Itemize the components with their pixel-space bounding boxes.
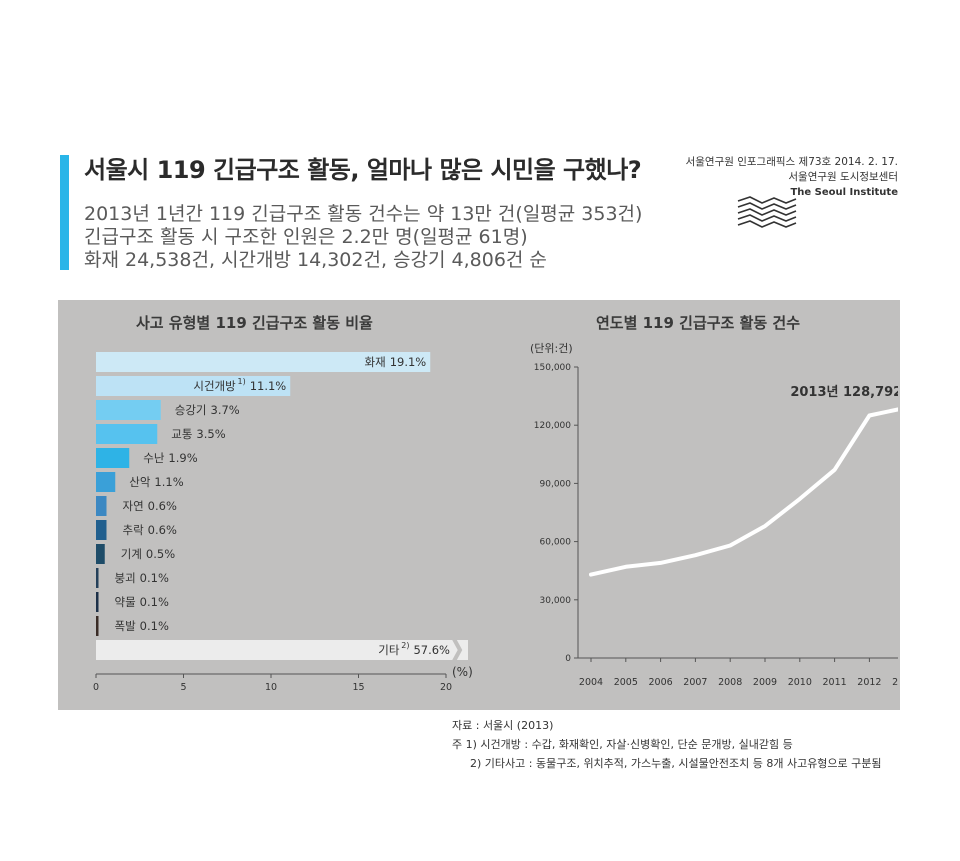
bar-category-label: 교통 [171,427,192,441]
line-y-tick-label: 0 [565,654,571,664]
source-note: 자료 : 서울시 (2013) [452,719,554,732]
bar-category-label: 자연 [123,499,144,513]
bar-value-label: 3.7% [211,403,240,417]
subtitle: 2013년 1년간 119 긴급구조 활동 건수는 약 13만 건(일평균 35… [84,203,642,272]
line-x-tick-label: 2010 [788,677,812,688]
bar [96,520,107,540]
subtitle-line-3: 화재 24,538건, 시간개방 14,302건, 승강기 4,806건 순 [84,249,547,271]
footnote-1: 주 1) 시건개방 : 수갑, 화재확인, 자살·신병확인, 단순 문개방, 실… [452,738,793,751]
line-y-tick-label: 30,000 [540,596,572,606]
subtitle-line-1: 2013년 1년간 119 긴급구조 활동 건수는 약 13만 건(일평균 35… [84,203,643,225]
line-x-tick-label: 2009 [753,677,777,688]
line-y-tick-label: 90,000 [540,479,572,489]
bar [96,376,291,396]
publisher-line: 서울연구원 인포그래픽스 제73호 2014. 2. 17. [685,156,898,168]
line-chart: (단위:건) 0 30,000 60,000 90,000 120,000 150,000 2… [530,342,898,688]
line-x-tick-label: 2004 [579,677,603,688]
line-annotation: 2013년 128,792건 [790,384,898,400]
line-y-tick-label: 120,000 [534,421,571,431]
footnote-mark: 2) [401,641,409,650]
bar-value-label: 11.1% [250,379,287,393]
bar-value-label: 1.1% [154,475,183,489]
seoul-institute-logo-icon [737,196,797,228]
axis-break-mark [452,638,463,662]
bar-x-tick-label: 5 [180,682,186,693]
bar-value-label: 0.5% [146,547,175,561]
bar [96,496,107,516]
line-x-tick-label: 2007 [683,677,707,688]
bar-category-label: 기타 [378,643,400,657]
bar [96,544,105,564]
line-x-tick-label: 2011 [823,677,847,688]
line-x-tick-label: 2008 [718,677,742,688]
bar-value-label: 57.6% [413,643,450,657]
publisher-info: 서울연구원 인포그래픽스 제73호 2014. 2. 17. 서울연구원 도시정… [686,155,898,200]
line-x-tick-label: 2005 [614,677,638,688]
line-chart-title: 연도별 119 긴급구조 활동 건수 [596,314,801,332]
title-accent-bar [60,155,69,270]
bar [96,448,130,468]
org-english: The Seoul Institute [790,187,898,198]
bar [96,568,99,588]
series-line [589,407,898,577]
bar-x-tick-label: 15 [352,682,364,693]
bar-category-label: 폭발 [115,619,137,633]
notes: 자료 : 서울시 (2013) 주 1) 시건개방 : 수갑, 화재확인, 자살… [452,716,882,773]
bar-value-label: 0.1% [140,619,169,633]
bar-value-label: 1.9% [168,451,197,465]
line-y-tick-label: 150,000 [534,363,571,373]
chart-panel: 사고 유형별 119 긴급구조 활동 비율 연도별 119 긴급구조 활동 건수… [58,300,900,710]
line-x-tick-label: 2006 [649,677,673,688]
org-korean: 서울연구원 도시정보센터 [788,171,898,183]
bar-category-label: 추락 [123,523,145,537]
bar-value-label: 3.5% [196,427,225,441]
footnote-mark: 1) [237,377,245,386]
bar-category-label: 산악 [129,475,151,489]
bar-value-label: 19.1% [390,355,427,369]
line-x-tick-label: 2012 [857,677,881,688]
bar-category-label: 기계 [121,547,142,561]
bar [96,400,161,420]
bar-category-label: 승강기 [175,403,207,417]
bar [96,616,99,636]
bar-x-tick-label: 10 [265,682,277,693]
line-y-tick-label: 60,000 [540,538,572,548]
bar [96,424,158,444]
footnote-2: 2) 기타사고 : 동물구조, 위치추적, 가스누출, 시설물안전조치 등 8개… [470,757,882,770]
line-x-tick-label: 2013 [892,677,898,688]
bar-x-tick-label: 20 [440,682,452,693]
bar-category-label: 붕괴 [115,571,136,585]
bar-value-label: 0.1% [140,595,169,609]
bar-x-tick-label: 0 [93,682,99,693]
subtitle-line-2: 긴급구조 활동 시 구조한 인원은 2.2만 명(일평균 61명) [84,226,528,248]
page-title: 서울시 119 긴급구조 활동, 얼마나 많은 시민을 구했나? [84,156,642,184]
bar [96,592,99,612]
bar-unit-label: (%) [452,665,473,679]
line-y-unit-label: (단위:건) [530,342,573,355]
bar [96,352,431,372]
bar-category-label: 화재 [365,355,386,369]
bar-chart-title: 사고 유형별 119 긴급구조 활동 비율 [136,314,373,332]
bar-category-label: 수난 [143,451,165,465]
bar-category-label: 약물 [115,595,136,609]
bar-value-label: 0.6% [148,499,177,513]
bar-category-label: 시건개방 [193,379,236,393]
bar [96,640,468,660]
bar-value-label: 0.6% [148,523,177,537]
bar-value-label: 0.1% [140,571,169,585]
bar [96,472,116,492]
